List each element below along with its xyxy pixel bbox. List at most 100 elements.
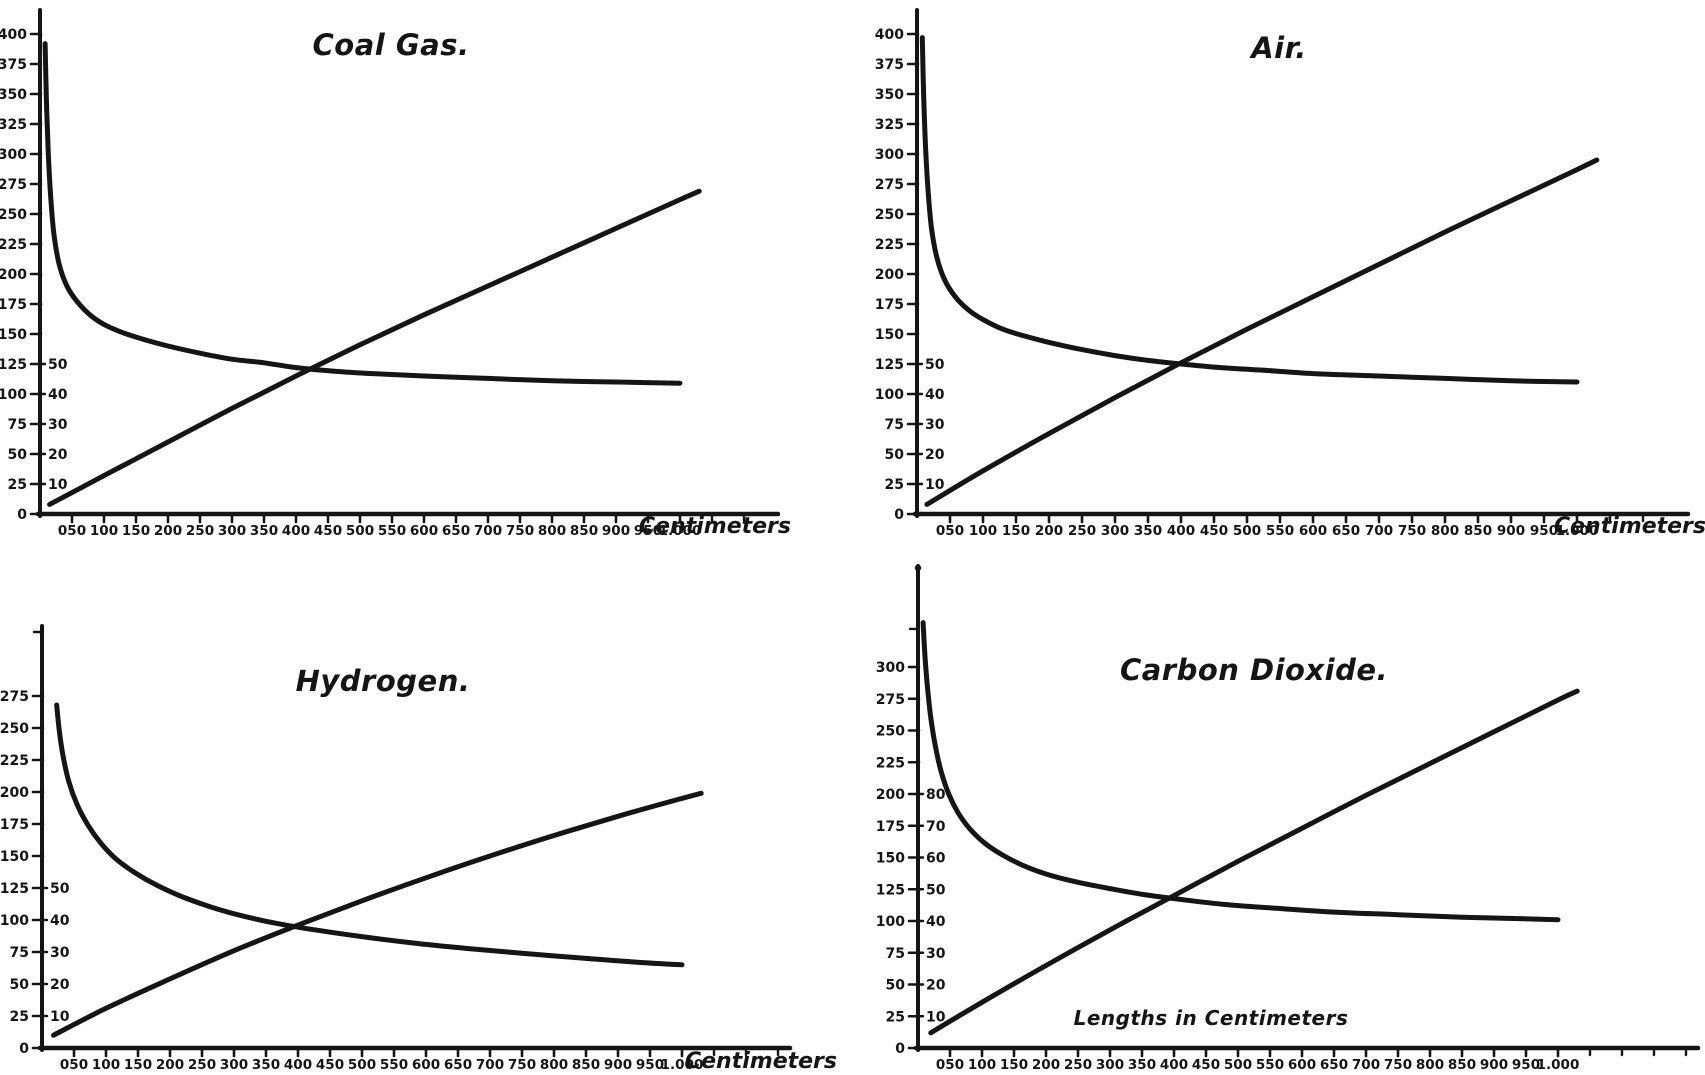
x-tick-label: 750 <box>1384 1057 1412 1073</box>
y-tick-label: 100 <box>875 387 904 403</box>
y-tick-label: 250 <box>875 207 904 223</box>
x-tick-label: 1.000 <box>1556 523 1599 539</box>
y-tick-label: 250 <box>0 721 29 737</box>
x-tick-label: 850 <box>1464 523 1492 539</box>
x-tick-label: 400 <box>284 1057 312 1073</box>
x-tick-label: 950 <box>1512 1057 1540 1073</box>
y-tick-label: 325 <box>875 117 904 133</box>
y-tick-label: 100 <box>876 914 905 930</box>
y-tick-label: 275 <box>875 177 904 193</box>
chart-title: Air. <box>1251 31 1307 65</box>
y-tick-label: 150 <box>0 849 29 865</box>
y-tick-label: 225 <box>875 237 904 253</box>
y-tick-label: 150 <box>875 327 904 343</box>
x-tick-label: 600 <box>410 523 438 539</box>
x-tick-label: 900 <box>602 523 630 539</box>
x-tick-label: 250 <box>186 523 214 539</box>
y-inner-tick-label: 50 <box>926 882 946 898</box>
x-tick-label: 900 <box>1480 1057 1508 1073</box>
y-tick-label: 275 <box>0 177 27 193</box>
x-tick-label: 650 <box>442 523 470 539</box>
x-tick-label: 700 <box>474 523 502 539</box>
y-tick-label: 75 <box>886 946 905 962</box>
ascending-curve <box>51 790 704 1038</box>
y-inner-tick-label: 30 <box>50 945 70 961</box>
x-tick-label: 150 <box>124 1057 152 1073</box>
x-tick-label: 750 <box>1398 523 1426 539</box>
y-tick-label: 125 <box>0 881 29 897</box>
y-tick-label: 0 <box>894 507 904 523</box>
axis-top-dot <box>914 564 922 572</box>
y-tick-label: 200 <box>0 267 27 283</box>
x-tick-label: 500 <box>346 523 374 539</box>
y-tick-label: 75 <box>885 417 904 433</box>
x-tick-label: 600 <box>412 1057 440 1073</box>
x-tick-label: 850 <box>1448 1057 1476 1073</box>
y-inner-tick-label: 20 <box>48 447 68 463</box>
x-tick-label: 800 <box>1416 1057 1444 1073</box>
x-tick-label: 300 <box>1101 523 1129 539</box>
y-inner-tick-label: 30 <box>926 946 946 962</box>
x-tick-label: 250 <box>1068 523 1096 539</box>
x-tick-label: 550 <box>378 523 406 539</box>
y-tick-label: 350 <box>0 87 27 103</box>
x-tick-label: 100 <box>90 523 118 539</box>
chart-carbon-dioxide: Carbon Dioxide. 300 275 250 225 200 175 150 125… <box>830 560 1705 1075</box>
plot-area: 4003753503253002752502252001751501251007… <box>0 8 781 539</box>
x-tick-label: 1.000 <box>661 1057 704 1073</box>
y-tick-label: 0 <box>17 507 27 523</box>
x-tick-label: 500 <box>1224 1057 1252 1073</box>
y-inner-tick-label: 50 <box>50 881 70 897</box>
plot-area: 4003753503253002752502252001751501251007… <box>875 8 1691 539</box>
x-tick-label: 950 <box>1530 523 1558 539</box>
x-tick-label: 350 <box>250 523 278 539</box>
y-tick-label: 125 <box>876 882 905 898</box>
y-tick-label: 0 <box>19 1041 29 1057</box>
y-inner-tick-label: 70 <box>926 819 946 835</box>
descending-curve <box>919 35 1580 385</box>
x-tick-label: 950 <box>634 523 662 539</box>
y-tick-label: 100 <box>0 387 27 403</box>
y-inner-tick-label: 10 <box>926 1009 946 1025</box>
y-tick-label: 25 <box>8 477 27 493</box>
x-tick-label: 150 <box>1002 523 1030 539</box>
y-inner-tick-label: 20 <box>50 977 70 993</box>
y-inner-tick-label: 10 <box>50 1009 70 1025</box>
x-tick-label: 1.000 <box>659 523 702 539</box>
y-tick-label: 50 <box>886 978 906 994</box>
x-axis-inner-caption: Lengths in Centimeters <box>1073 1006 1349 1030</box>
x-tick-label: 050 <box>936 523 964 539</box>
y-inner-tick-label: 40 <box>48 387 68 403</box>
y-inner-tick-label: 80 <box>926 787 946 803</box>
x-tick-label: 150 <box>122 523 150 539</box>
y-tick-label: 350 <box>875 87 904 103</box>
y-tick-label: 50 <box>8 447 28 463</box>
y-tick-label: 400 <box>0 27 27 43</box>
y-tick-label: 300 <box>875 147 904 163</box>
y-inner-tick-label: 30 <box>48 417 68 433</box>
y-inner-tick-label: 30 <box>925 417 945 433</box>
y-inner-tick-label: 10 <box>925 477 945 493</box>
x-tick-label: 550 <box>1256 1057 1284 1073</box>
x-tick-label: 650 <box>444 1057 472 1073</box>
x-tick-label: 450 <box>316 1057 344 1073</box>
y-inner-tick-label: 60 <box>926 851 946 867</box>
y-tick-label: 25 <box>10 1009 29 1025</box>
x-tick-label: 150 <box>1000 1057 1028 1073</box>
x-tick-label: 550 <box>1266 523 1294 539</box>
x-tick-label: 600 <box>1288 1057 1316 1073</box>
x-tick-label: 400 <box>282 523 310 539</box>
x-tick-label: 050 <box>58 523 86 539</box>
x-tick-label: 450 <box>314 523 342 539</box>
x-tick-label: 450 <box>1200 523 1228 539</box>
y-tick-label: 175 <box>876 819 905 835</box>
x-tick-label: 700 <box>1365 523 1393 539</box>
y-tick-label: 250 <box>876 724 905 740</box>
x-tick-label: 350 <box>1128 1057 1156 1073</box>
x-tick-label: 950 <box>636 1057 664 1073</box>
x-tick-label: 100 <box>92 1057 120 1073</box>
ascending-curve <box>928 688 1580 1036</box>
y-tick-label: 175 <box>0 817 29 833</box>
x-axis-unit-label: Centimeters <box>638 514 792 539</box>
x-tick-label: 200 <box>1035 523 1063 539</box>
